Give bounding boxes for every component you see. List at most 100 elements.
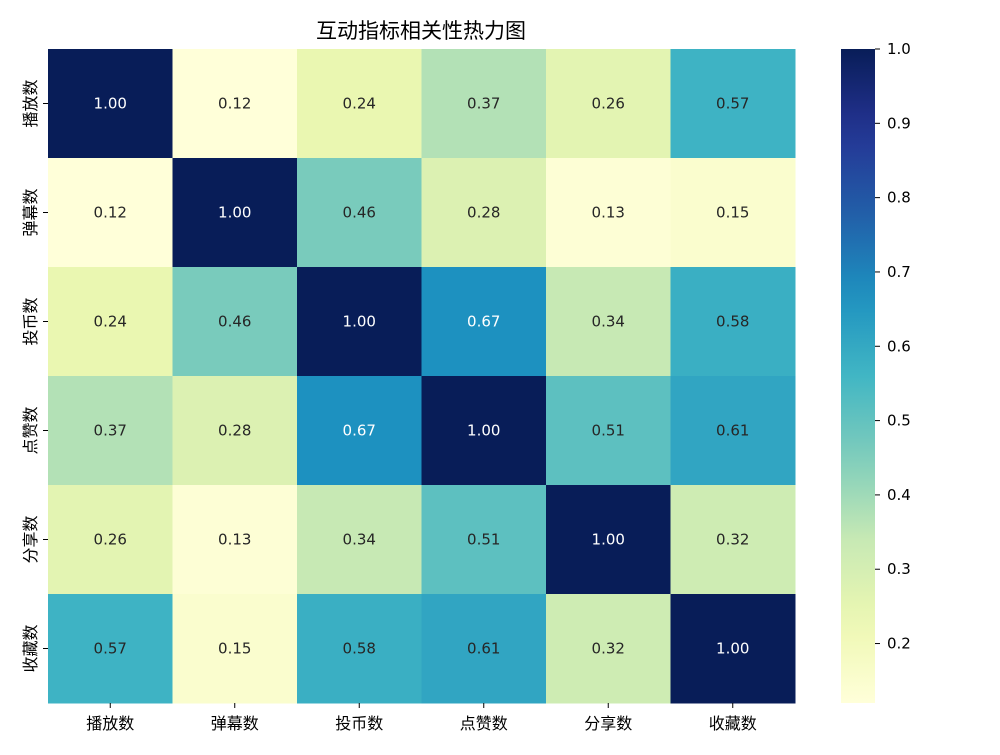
colorbar-tick-label: 1.0 — [887, 40, 911, 58]
heatmap-cell — [670, 158, 796, 268]
cell-value-label: 0.28 — [218, 422, 251, 440]
heatmap-cell — [172, 485, 298, 595]
colorbar-tick-label: 0.9 — [887, 114, 911, 132]
heatmap-cell — [297, 485, 422, 595]
heatmap-cell — [172, 49, 298, 159]
cell-value-label: 0.12 — [218, 95, 251, 113]
cell-value-label: 0.24 — [343, 95, 376, 113]
heatmap-cell — [48, 49, 173, 159]
cell-value-label: 0.57 — [716, 95, 749, 113]
x-tick-label: 点赞数 — [460, 714, 508, 733]
cell-value-label: 0.26 — [592, 95, 625, 113]
colorbar-tick-label: 0.4 — [887, 486, 911, 504]
cell-value-label: 1.00 — [716, 640, 749, 658]
y-tick-label: 点赞数 — [21, 406, 40, 454]
heatmap-cell — [297, 594, 422, 704]
cell-value-label: 0.13 — [218, 531, 251, 549]
x-tick-label: 播放数 — [86, 714, 134, 733]
heatmap-cell — [670, 594, 796, 704]
chart-title: 互动指标相关性热力图 — [316, 19, 526, 43]
colorbar-tick-label: 0.2 — [887, 635, 911, 653]
cell-value-label: 0.46 — [343, 204, 376, 222]
cell-value-label: 0.51 — [467, 531, 500, 549]
heatmap-cell — [670, 376, 796, 486]
cell-value-label: 0.12 — [94, 204, 127, 222]
colorbar: 0.2 0.3 0.4 0.5 0.6 0.7 0.8 0.9 1.0 — [841, 40, 911, 703]
cell-value-label: 0.32 — [716, 531, 749, 549]
heatmap-cell — [48, 485, 173, 595]
heatmap-cell — [48, 267, 173, 377]
cell-value-label: 1.00 — [343, 313, 376, 331]
colorbar-tick-label: 0.8 — [887, 189, 911, 207]
heatmap-cell — [48, 158, 173, 268]
heatmap-cell — [48, 376, 173, 486]
y-tick-label: 分享数 — [21, 515, 40, 563]
heatmap-cell — [48, 594, 173, 704]
heatmap-cell — [670, 485, 796, 595]
heatmap-cells: 1.00 0.12 0.24 0.37 0.26 0.57 0.12 1.00 0.46 0.28… — [48, 49, 796, 704]
x-tick-label: 投币数 — [335, 714, 383, 733]
heatmap-cell — [546, 594, 671, 704]
heatmap-cell — [172, 267, 298, 377]
cell-value-label: 0.34 — [592, 313, 625, 331]
cell-value-label: 0.51 — [592, 422, 625, 440]
cell-value-label: 1.00 — [467, 422, 500, 440]
heatmap-cell — [172, 376, 298, 486]
heatmap-cell — [546, 485, 671, 595]
y-tick-label: 播放数 — [21, 79, 40, 127]
heatmap-cell — [421, 49, 547, 159]
colorbar-gradient — [841, 49, 875, 703]
heatmap-cell — [297, 376, 422, 486]
cell-value-label: 1.00 — [218, 204, 251, 222]
heatmap-cell — [297, 158, 422, 268]
heatmap-cell — [421, 267, 547, 377]
cell-value-label: 0.67 — [343, 422, 376, 440]
heatmap-cell — [546, 267, 671, 377]
cell-value-label: 0.24 — [94, 313, 127, 331]
y-tick-label: 投币数 — [21, 297, 40, 345]
cell-value-label: 1.00 — [94, 95, 127, 113]
heatmap-cell — [546, 158, 671, 268]
cell-value-label: 0.46 — [218, 313, 251, 331]
cell-value-label: 0.58 — [343, 640, 376, 658]
y-tick-label: 弹幕数 — [21, 188, 40, 236]
x-tick-label: 弹幕数 — [211, 714, 259, 733]
cell-value-label: 1.00 — [592, 531, 625, 549]
cell-value-label: 0.15 — [716, 204, 749, 222]
cell-value-label: 0.58 — [716, 313, 749, 331]
colorbar-tick-label: 0.5 — [887, 412, 911, 430]
cell-value-label: 0.13 — [592, 204, 625, 222]
x-axis: 播放数 弹幕数 投币数 点赞数 分享数 收藏数 — [86, 703, 757, 733]
heatmap-cell — [297, 49, 422, 159]
heatmap-cell — [297, 267, 422, 377]
colorbar-tick-label: 0.3 — [887, 560, 911, 578]
cell-value-label: 0.37 — [467, 95, 500, 113]
cell-value-label: 0.34 — [343, 531, 376, 549]
x-tick-label: 收藏数 — [709, 714, 757, 733]
cell-value-label: 0.32 — [592, 640, 625, 658]
cell-value-label: 0.37 — [94, 422, 127, 440]
colorbar-tick-label: 0.6 — [887, 337, 911, 355]
heatmap-cell — [421, 485, 547, 595]
heatmap-cell — [421, 158, 547, 268]
y-tick-label: 收藏数 — [21, 624, 40, 672]
cell-value-label: 0.28 — [467, 204, 500, 222]
cell-value-label: 0.57 — [94, 640, 127, 658]
heatmap-cell — [421, 594, 547, 704]
heatmap-cell — [172, 158, 298, 268]
cell-value-label: 0.26 — [94, 531, 127, 549]
cell-value-label: 0.61 — [716, 422, 749, 440]
cell-value-label: 0.15 — [218, 640, 251, 658]
heatmap-cell — [172, 594, 298, 704]
heatmap-cell — [421, 376, 547, 486]
cell-value-label: 0.67 — [467, 313, 500, 331]
colorbar-tick-label: 0.7 — [887, 263, 911, 281]
heatmap-cell — [670, 267, 796, 377]
heatmap-cell — [546, 376, 671, 486]
cell-value-label: 0.61 — [467, 640, 500, 658]
x-tick-label: 分享数 — [584, 714, 632, 733]
heatmap-cell — [670, 49, 796, 159]
